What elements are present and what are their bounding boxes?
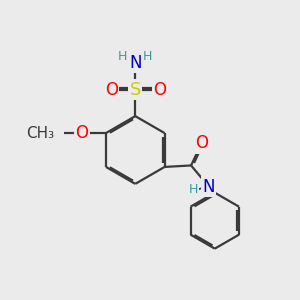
Text: O: O [75, 124, 88, 142]
Text: O: O [105, 81, 118, 99]
Text: N: N [202, 178, 215, 196]
Text: H: H [118, 50, 128, 63]
Text: O: O [153, 81, 166, 99]
Text: S: S [130, 81, 141, 99]
Text: CH₃: CH₃ [26, 126, 54, 141]
Text: H: H [143, 50, 152, 63]
Text: N: N [129, 54, 142, 72]
Text: O: O [195, 134, 208, 152]
Text: H: H [189, 183, 198, 196]
